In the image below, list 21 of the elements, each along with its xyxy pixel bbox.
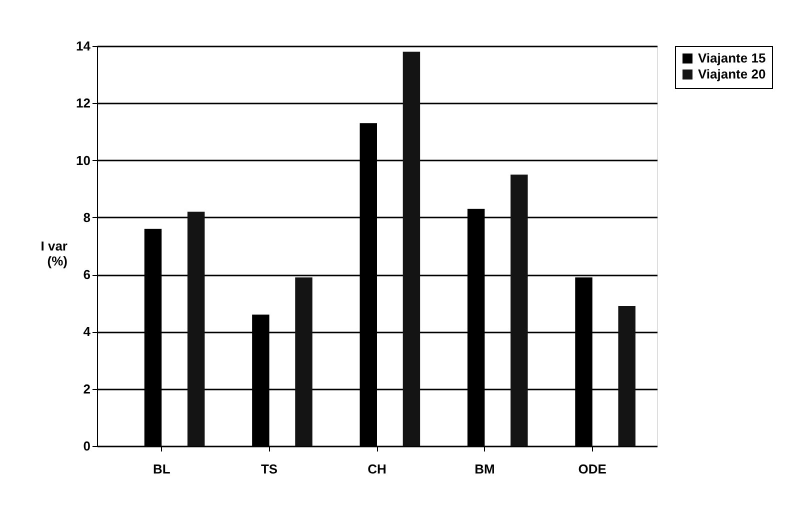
x-tick-label: ODE [578,462,607,476]
bar [187,212,205,446]
y-axis-title: I var (%) [40,238,68,268]
bar [295,277,312,446]
bar [510,174,528,446]
x-tick-label: BL [152,462,170,476]
y-tick-label: 4 [83,324,92,340]
y-tick-label: 6 [83,267,90,282]
y-tick-label: 14 [76,38,92,54]
y-tick-label: 0 [83,438,90,454]
y-tick-label: 2 [83,381,90,396]
y-tick-label: 10 [76,152,90,168]
x-tick-label: BM [474,462,495,476]
y-tick-label: 8 [83,210,90,225]
legend-label: Viajante 15 [698,50,766,66]
x-tick-label: CH [368,462,386,476]
x-tick-label: TS [260,462,278,476]
y-tick-label: 12 [76,96,90,111]
bar [618,306,636,446]
legend-label: Viajante 20 [698,66,766,82]
bar [402,52,420,446]
